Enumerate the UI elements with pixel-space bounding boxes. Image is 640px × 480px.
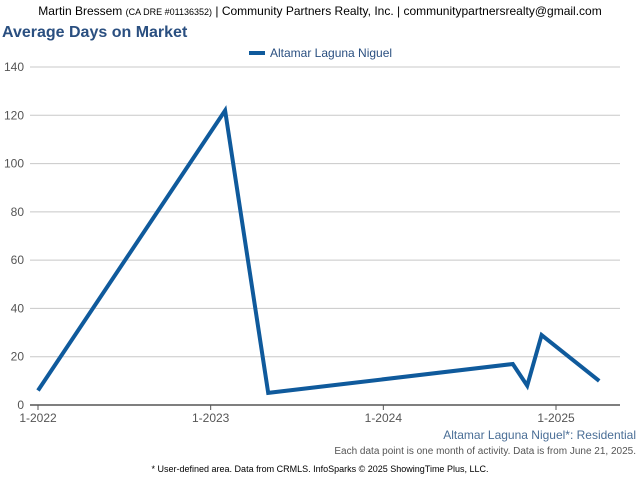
y-tick-label: 60: [11, 253, 25, 267]
y-tick-label: 140: [4, 60, 24, 74]
x-tick-label: 1-2024: [365, 411, 403, 425]
chart-title: Average Days on Market: [2, 24, 188, 41]
legend-label: Altamar Laguna Niguel: [270, 46, 392, 60]
data-note: Each data point is one month of activity…: [334, 446, 636, 457]
x-axis: 1-2022 1-2023 1-2024 1-2025: [19, 404, 620, 425]
y-tick-label: 80: [11, 205, 25, 219]
agent-header: Martin Bressem (CA DRE #01136352) | Comm…: [0, 0, 640, 22]
agent-email: communitypartnersrealty@gmail.com: [403, 4, 602, 18]
series-footer-label: Altamar Laguna Niguel*: Residential: [443, 428, 636, 442]
series-lines: [36, 105, 601, 396]
x-tick-label: 1-2025: [537, 411, 575, 425]
x-tick-label: 1-2022: [19, 411, 57, 425]
x-tick-label: 1-2023: [192, 411, 230, 425]
y-axis-ticks: 0 20 40 60 80 100 120 140: [4, 60, 24, 412]
agent-license: (CA DRE #01136352): [125, 7, 213, 17]
grid-lines: [30, 66, 620, 358]
y-tick-label: 100: [4, 157, 24, 171]
y-tick-label: 0: [17, 398, 24, 412]
data-source: * User-defined area. Data from CRMLS. In…: [151, 464, 489, 474]
y-tick-label: 40: [11, 301, 25, 315]
y-tick-label: 20: [11, 350, 25, 364]
agent-name: Martin Bressem: [38, 4, 123, 18]
company-name: | Community Partners Realty, Inc. |: [215, 4, 401, 18]
y-tick-label: 120: [4, 108, 24, 122]
legend: Altamar Laguna Niguel: [249, 46, 392, 60]
series-line: [36, 105, 601, 396]
